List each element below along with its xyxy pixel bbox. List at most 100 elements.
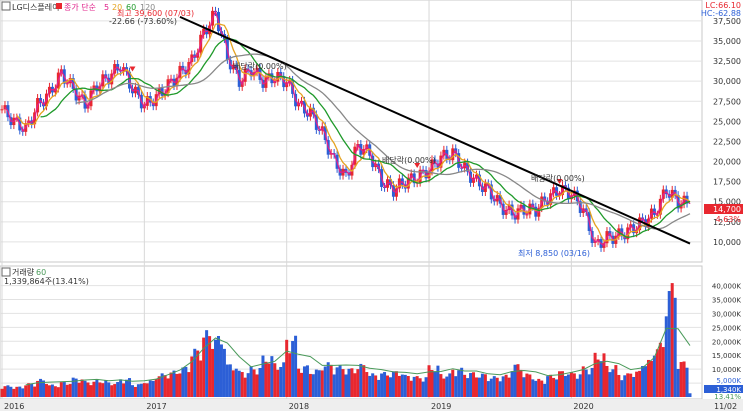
- price-tick-label-8: 30,000: [713, 77, 741, 86]
- volume-bar-218: [646, 359, 650, 397]
- volume-bar-121: [359, 363, 363, 397]
- dividend-marker-2: [556, 179, 563, 185]
- volume-bar-108: [320, 370, 324, 397]
- volume-bar-115: [341, 369, 345, 397]
- volume-bar-171: [507, 377, 511, 397]
- volume-bar-13: [39, 378, 43, 397]
- volume-bar-54: [160, 373, 164, 397]
- volume-bar-137: [406, 375, 410, 397]
- volume-bar-61: [181, 367, 185, 397]
- volume-bar-83: [246, 373, 250, 397]
- dividend-annotation-2: 배당락(0.00%): [382, 155, 436, 165]
- volume-bar-107: [317, 370, 321, 397]
- volume-bar-4: [12, 388, 16, 397]
- volume-bar-52: [154, 378, 158, 397]
- volume-tick-label-7: 40,000K: [712, 283, 741, 291]
- volume-bar-179: [531, 379, 535, 397]
- price-y-axis: 10,000 12,500 15,000 17,500 20,000 22,500 25,0…: [713, 17, 741, 247]
- volume-bar-200: [593, 352, 597, 397]
- volume-bar-135: [400, 374, 404, 397]
- volume-bar-172: [510, 371, 514, 397]
- volume-tick-label-6: 35,000K: [712, 297, 741, 305]
- volume-bar-142: [421, 381, 425, 397]
- volume-bar-177: [525, 373, 529, 397]
- volume-y-axis: 10,000K 15,000K 20,000K 25,000K 30,000K 35,00…: [712, 283, 741, 375]
- volume-bar-212: [629, 373, 633, 397]
- volume-tick-label-2: 15,000K: [712, 352, 741, 360]
- volume-bar-37: [110, 385, 114, 397]
- legend-ma-120: 120: [140, 3, 155, 12]
- volume-bar-209: [620, 380, 624, 397]
- volume-bar-50: [148, 380, 152, 397]
- volume-bar-67: [199, 360, 203, 397]
- volume-bar-202: [599, 361, 603, 397]
- volume-bar-47: [139, 383, 143, 397]
- volume-bar-131: [388, 377, 392, 397]
- price-badge-value: 14,700: [713, 205, 741, 214]
- volume-bar-168: [498, 381, 502, 397]
- volume-bar-97: [288, 353, 292, 397]
- price-pane: [0, 0, 703, 263]
- volume-ma-line: [25, 327, 691, 386]
- volume-bar-112: [332, 374, 336, 397]
- volume-bar-59: [175, 373, 179, 397]
- volume-bar-129: [383, 372, 387, 397]
- volume-bar-11: [33, 386, 37, 397]
- volume-bar-6: [18, 386, 22, 397]
- volume-bar-7: [21, 388, 25, 397]
- volume-bar-41: [122, 383, 126, 397]
- volume-bar-88: [261, 355, 265, 397]
- volume-bar-70: [208, 336, 212, 397]
- volume-bar-153: [454, 376, 458, 397]
- volume-bar-55: [163, 375, 167, 397]
- volume-bar-127: [377, 379, 381, 397]
- volume-bar-224: [664, 316, 668, 397]
- volume-bar-144: [427, 365, 431, 397]
- volume-bar-159: [472, 372, 476, 397]
- volume-bar-85: [252, 369, 256, 397]
- volume-bar-128: [380, 373, 384, 397]
- volume-bar-161: [477, 377, 481, 397]
- price-badge: [704, 204, 743, 214]
- hc-readout: HC:-62.88: [701, 9, 741, 18]
- gridlines: [0, 0, 702, 399]
- volume-bar-78: [231, 370, 235, 397]
- volume-bar-91: [270, 356, 274, 397]
- volume-bar-118: [350, 368, 354, 397]
- volume-bar-82: [243, 377, 247, 397]
- volume-bar-15: [44, 384, 48, 397]
- ma120-line: [75, 53, 691, 230]
- volume-bar-134: [397, 375, 401, 397]
- volume-bar-204: [605, 365, 609, 397]
- dividend-marker-1: [414, 162, 421, 168]
- price-legend: LG디스플레이 종가 단순 5 20 60 120: [1, 1, 155, 12]
- volume-bar-28: [83, 380, 87, 397]
- trendline-group: [179, 15, 691, 245]
- volume-bar-69: [205, 330, 209, 397]
- volume-bar-123: [365, 372, 369, 397]
- volume-bar-22: [65, 384, 69, 397]
- legend-checkbox-icon[interactable]: [1, 1, 11, 11]
- volume-bar-89: [264, 361, 268, 397]
- volume-bar-71: [211, 348, 215, 397]
- volume-legend-title: 거래량: [12, 267, 35, 277]
- volume-bar-170: [504, 374, 508, 397]
- volume-badge-value: 1,340K: [716, 386, 741, 394]
- volume-legend-checkbox-icon[interactable]: [1, 267, 11, 277]
- volume-bar-176: [522, 377, 526, 397]
- volume-bar-146: [433, 371, 437, 397]
- volume-bar-17: [50, 384, 54, 397]
- volume-bar-16: [47, 385, 51, 397]
- volume-bar-120: [356, 369, 360, 397]
- volume-bar-53: [157, 376, 161, 397]
- volume-badge-ma: 5,000K: [716, 377, 741, 385]
- volume-bar-220: [652, 355, 656, 397]
- volume-bar-10: [30, 383, 34, 397]
- volume-bar-196: [581, 366, 585, 397]
- high-annotation: 최고 39,600 (07/03): [117, 8, 194, 18]
- volume-bar-68: [202, 337, 206, 397]
- volume-bar-160: [474, 377, 478, 397]
- volume-bar-229: [679, 362, 683, 397]
- ma60-line: [40, 37, 691, 239]
